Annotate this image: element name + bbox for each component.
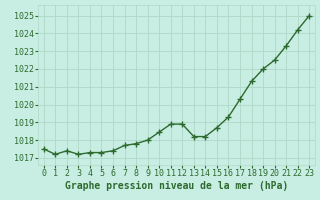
X-axis label: Graphe pression niveau de la mer (hPa): Graphe pression niveau de la mer (hPa) — [65, 181, 288, 191]
